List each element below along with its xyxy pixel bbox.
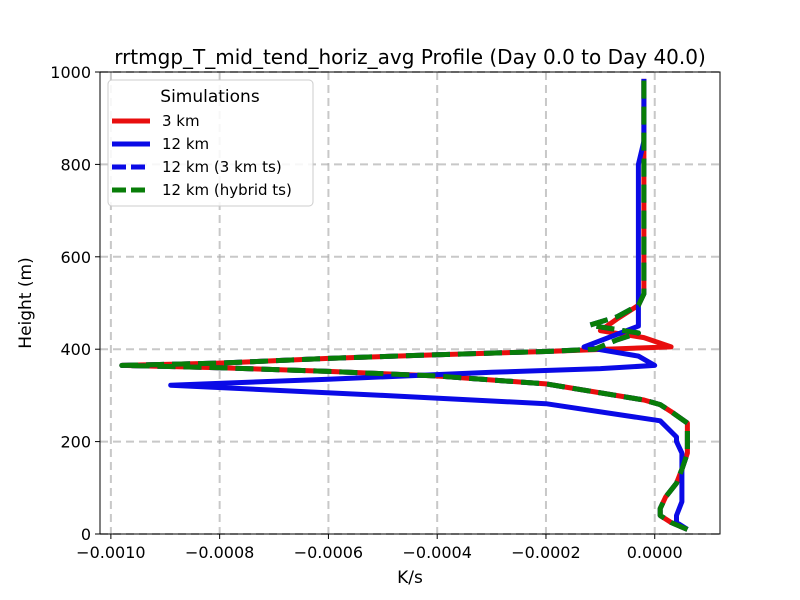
y-axis-label: Height (m) bbox=[16, 257, 36, 348]
y-tick-label-4: 800 bbox=[60, 155, 91, 174]
y-tick-label-5: 1000 bbox=[50, 63, 91, 82]
x-tick-label-2: −0.0006 bbox=[294, 543, 363, 562]
legend-label-3: 12 km (hybrid ts) bbox=[162, 181, 292, 199]
series-line-3 bbox=[119, 78, 690, 532]
x-tick-label-0: −0.0010 bbox=[76, 543, 145, 562]
legend-box bbox=[107, 79, 314, 207]
x-axis-label: K/s bbox=[397, 568, 423, 588]
y-tick-label-0: 0 bbox=[81, 525, 91, 544]
y-tick-label-3: 600 bbox=[60, 248, 91, 267]
x-tick-label-5: 0.0000 bbox=[627, 543, 683, 562]
series-lines bbox=[119, 78, 690, 532]
grid bbox=[100, 71, 720, 535]
legend-entries: 3 km 12 km 12 km (3 km ts) 12 km (hybrid ts… bbox=[112, 112, 292, 199]
legend-label-0: 3 km bbox=[162, 112, 200, 130]
x-tick-label-3: −0.0004 bbox=[402, 543, 471, 562]
plot-frame bbox=[99, 71, 721, 535]
y-tick-label-2: 400 bbox=[60, 340, 91, 359]
legend: Simulations 3 km 12 km 12 km (3 km ts) 12 k… bbox=[107, 79, 314, 207]
legend-label-1: 12 km bbox=[162, 135, 209, 153]
y-tick-label-1: 200 bbox=[60, 433, 91, 452]
x-axis-ticks: −0.0010 −0.0008 −0.0006 −0.0004 −0.0002 0.000… bbox=[76, 534, 683, 562]
legend-title: Simulations bbox=[160, 87, 260, 107]
chart-title: rrtmgp_T_mid_tend_horiz_avg Profile (Day… bbox=[114, 45, 706, 69]
y-axis-ticks: 0 200 400 600 800 1000 bbox=[50, 63, 100, 544]
x-tick-label-1: −0.0008 bbox=[185, 543, 254, 562]
x-tick-label-4: −0.0002 bbox=[511, 543, 580, 562]
legend-label-2: 12 km (3 km ts) bbox=[162, 158, 282, 176]
